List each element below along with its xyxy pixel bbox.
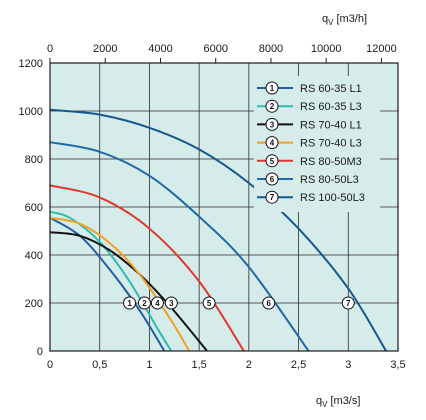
curve-marker-label: 5	[207, 299, 212, 308]
legend-marker-label: 4	[270, 139, 275, 148]
x-bottom-tick-label: 0,5	[92, 359, 107, 371]
y-tick-label: 1200	[19, 58, 43, 70]
legend-marker-label: 3	[270, 120, 275, 129]
legend-marker-2	[265, 99, 279, 113]
x-top-tick-label: 10000	[311, 43, 342, 55]
curve-marker-label: 7	[346, 299, 351, 308]
series-line-6	[49, 141, 310, 352]
x-top-axis-label: qV [m3/h]	[322, 13, 367, 27]
series-line-5	[49, 184, 245, 352]
plot-frame	[49, 62, 399, 352]
legend-marker-3	[265, 117, 279, 131]
curve-marker-label: 1	[127, 299, 132, 308]
x-bottom-tick-label: 3,5	[390, 359, 405, 371]
y-tick-label: 200	[25, 298, 43, 310]
x-top-tick-label: 4000	[148, 43, 172, 55]
x-top-tick-label: 2000	[93, 43, 117, 55]
legend-label-1: RS 60-35 L1	[300, 83, 362, 95]
curve-marker-label: 3	[169, 299, 174, 308]
x-bottom-tick-label: 1	[146, 359, 152, 371]
legend-label-4: RS 70-40 L3	[300, 138, 362, 150]
curve-marker-1	[123, 296, 137, 310]
y-tick-label: 800	[25, 154, 43, 166]
y-tick-label: 1000	[19, 106, 43, 118]
legend-marker-label: 1	[270, 84, 275, 93]
curve-marker-3	[164, 296, 178, 310]
curve-marker-label: 2	[142, 299, 147, 308]
y-tick-label: 400	[25, 250, 43, 262]
curve-marker-6	[262, 296, 276, 310]
legend-marker-label: 6	[270, 175, 275, 184]
x-top-tick-label: 6000	[203, 43, 227, 55]
x-bottom-tick-label: 0	[47, 359, 53, 371]
curve-marker-5	[202, 296, 216, 310]
x-top-ticks: 0 2000 4000 6000 8000 10000 12000	[47, 43, 397, 55]
x-bottom-ticks: 0 0,5 1 1,5 2 2,5 3 3,5	[47, 359, 406, 371]
series-line-2	[49, 210, 173, 352]
curve-marker-label: 4	[155, 299, 160, 308]
x-bottom-tick-label: 2	[246, 359, 252, 371]
x-top-tick-label: 8000	[259, 43, 283, 55]
curve-marker-4	[150, 296, 164, 310]
performance-curves	[49, 108, 387, 352]
y-tick-label: 600	[25, 202, 43, 214]
x-top-tick-label: 0	[47, 43, 53, 55]
curve-marker-label: 6	[267, 299, 272, 308]
legend-marker-label: 7	[270, 193, 275, 202]
legend-label-2: RS 60-35 L3	[300, 101, 362, 113]
legend-label-6: RS 80-50L3	[300, 174, 359, 186]
x-bottom-axis-label: qV [m3/s]	[316, 395, 360, 409]
legend: 1 RS 60-35 L1 2 RS 60-35 L3 3 RS 70-40 L1 4 RS …	[254, 76, 380, 212]
y-ticks: 0 200 400 600 800 1000 1200	[19, 58, 43, 358]
legend-label-7: RS 100-50L3	[300, 192, 365, 204]
curve-marker-2	[137, 296, 151, 310]
legend-marker-label: 5	[270, 157, 275, 166]
legend-marker-4	[265, 136, 279, 150]
x-bottom-tick-label: 1,5	[191, 359, 206, 371]
curve-marker-7	[341, 296, 355, 310]
x-top-tick-label: 12000	[366, 43, 397, 55]
legend-marker-6	[265, 172, 279, 186]
series-line-1	[49, 216, 166, 352]
legend-marker-5	[265, 154, 279, 168]
x-bottom-tick-label: 3	[345, 359, 351, 371]
x-bottom-tick-label: 2,5	[291, 359, 306, 371]
series-line-7	[49, 108, 387, 352]
legend-marker-7	[265, 190, 279, 204]
y-tick-label: 0	[37, 346, 43, 358]
legend-label-5: RS 80-50M3	[300, 156, 362, 168]
series-line-4	[49, 216, 191, 352]
legend-marker-1	[265, 81, 279, 95]
legend-marker-label: 2	[270, 102, 275, 111]
legend-label-3: RS 70-40 L1	[300, 119, 362, 131]
